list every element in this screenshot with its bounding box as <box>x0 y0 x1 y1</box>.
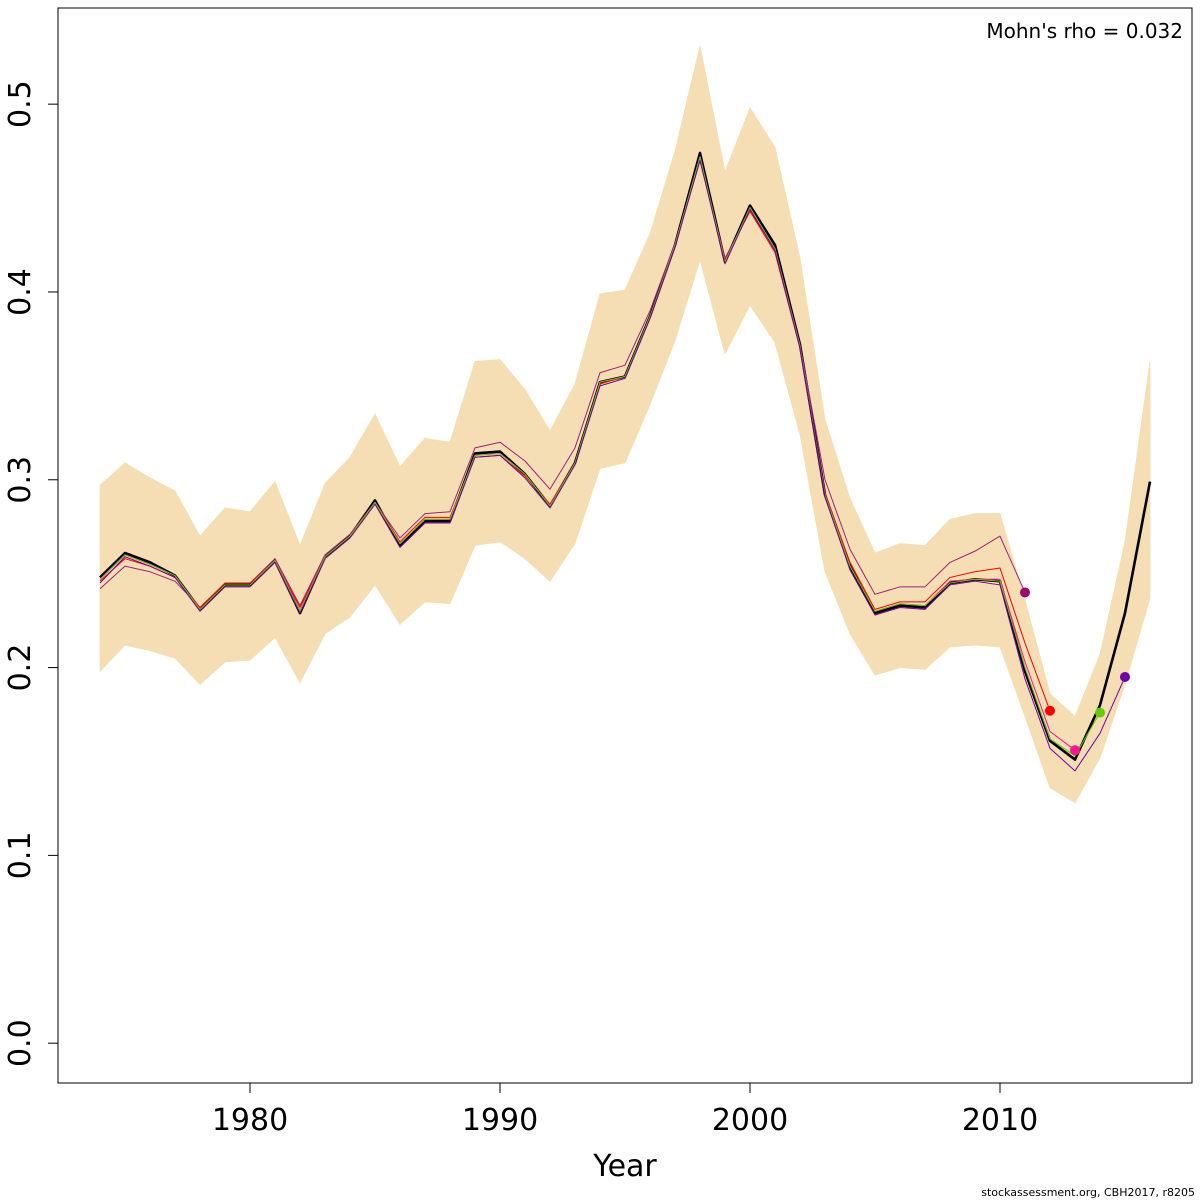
x-tick-label: 2010 <box>962 1103 1038 1138</box>
footer: stockassessment.org, CBH2017, r8205 <box>981 1186 1195 1199</box>
plot-area <box>99 45 1152 805</box>
annotation: Mohn's rho = 0.032 <box>986 19 1183 43</box>
plot-frame <box>57 7 1193 1084</box>
y-tick-label: 0.5 <box>3 80 38 128</box>
retro-endpoint <box>1070 745 1080 756</box>
retro-endpoint <box>1020 587 1030 598</box>
y-tick-label: 0.4 <box>3 268 38 316</box>
retro-line <box>99 159 1126 772</box>
y-tick-label: 0.3 <box>3 456 38 504</box>
retro-endpoint <box>1095 707 1105 718</box>
y-tick-label: 0.2 <box>3 644 38 692</box>
y-tick-label: 0.1 <box>3 832 38 880</box>
retro-endpoint <box>1120 671 1130 682</box>
retro-endpoint <box>1045 705 1055 716</box>
y-tick-label: 0.0 <box>3 1019 38 1067</box>
x-tick-label: 1980 <box>212 1103 288 1138</box>
x-axis-title: Year <box>592 1149 657 1184</box>
confidence-band <box>1124 361 1151 685</box>
x-tick-label: 1990 <box>462 1103 538 1138</box>
retro-line <box>99 156 1101 757</box>
x-tick-label: 2000 <box>712 1103 788 1138</box>
